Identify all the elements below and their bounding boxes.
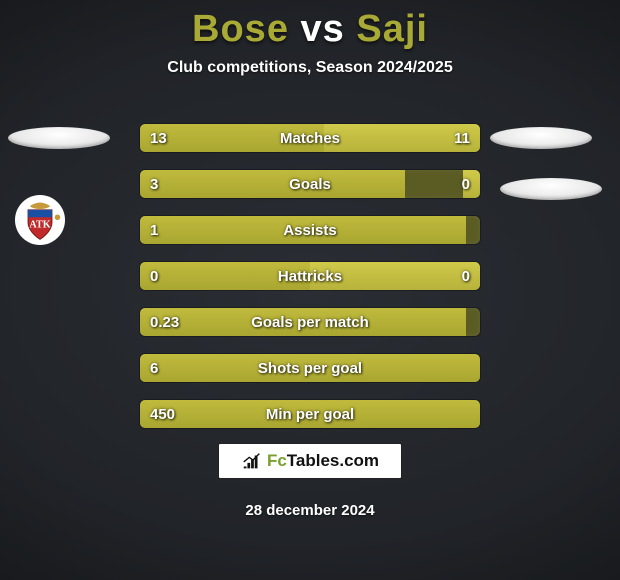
stat-label: Min per goal	[140, 400, 480, 428]
date-text: 28 december 2024	[0, 502, 620, 519]
badge-left-icon	[8, 127, 110, 149]
stat-label: Hattricks	[140, 262, 480, 290]
logo-text: FcTables.com	[267, 451, 379, 471]
stat-right-value: 0	[462, 262, 470, 290]
content: Bose vs Saji Club competitions, Season 2…	[0, 0, 620, 580]
badge-right-1-icon	[490, 127, 592, 149]
subtitle: Club competitions, Season 2024/2025	[0, 59, 620, 77]
stat-row: 3Goals0	[140, 170, 480, 198]
fctables-logo: FcTables.com	[218, 443, 402, 479]
badge-right-2-icon	[500, 178, 602, 200]
stat-row: 1Assists	[140, 216, 480, 244]
stat-row: 13Matches11	[140, 124, 480, 152]
page-title: Bose vs Saji	[0, 0, 620, 51]
club-crest-left-icon: ATK	[15, 195, 65, 245]
logo-prefix: Fc	[267, 451, 287, 470]
stat-right-value: 0	[462, 170, 470, 198]
stat-right-value: 11	[454, 124, 470, 152]
stat-label: Goals	[140, 170, 480, 198]
stat-label: Assists	[140, 216, 480, 244]
title-vs: vs	[301, 8, 345, 50]
svg-text:ATK: ATK	[29, 219, 50, 230]
stat-label: Shots per goal	[140, 354, 480, 382]
title-player2: Saji	[356, 8, 428, 50]
stat-row: 0.23Goals per match	[140, 308, 480, 336]
stat-label: Matches	[140, 124, 480, 152]
stat-row: 450Min per goal	[140, 400, 480, 428]
stat-label: Goals per match	[140, 308, 480, 336]
stats-bars: 13Matches113Goals01Assists0Hattricks00.2…	[140, 124, 480, 446]
stat-row: 6Shots per goal	[140, 354, 480, 382]
chart-icon	[241, 450, 263, 472]
stat-row: 0Hattricks0	[140, 262, 480, 290]
logo-tld: .com	[339, 451, 379, 470]
title-player1: Bose	[192, 8, 289, 50]
logo-suffix: Tables	[287, 451, 340, 470]
